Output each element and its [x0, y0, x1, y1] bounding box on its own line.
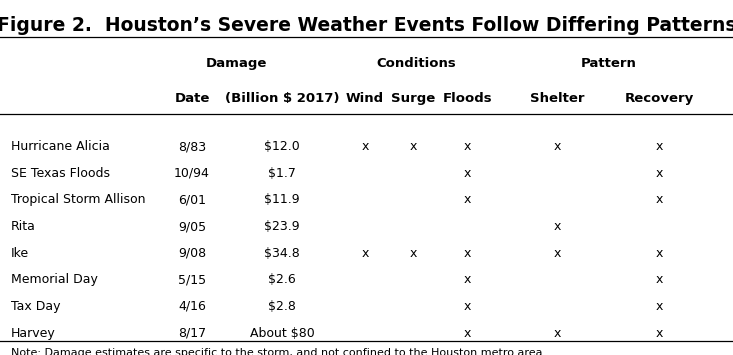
Text: Tax Day: Tax Day [11, 300, 61, 313]
Text: x: x [464, 193, 471, 207]
Text: x: x [553, 247, 561, 260]
Text: Pattern: Pattern [581, 57, 636, 70]
Text: Recovery: Recovery [625, 92, 694, 105]
Text: x: x [464, 300, 471, 313]
Text: x: x [656, 193, 663, 207]
Text: $12.0: $12.0 [265, 140, 300, 153]
Text: x: x [464, 167, 471, 180]
Text: 9/08: 9/08 [178, 247, 206, 260]
Text: Memorial Day: Memorial Day [11, 273, 98, 286]
Text: Floods: Floods [443, 92, 493, 105]
Text: Tropical Storm Allison: Tropical Storm Allison [11, 193, 145, 207]
Text: x: x [464, 247, 471, 260]
Text: Date: Date [174, 92, 210, 105]
Text: $2.8: $2.8 [268, 300, 296, 313]
Text: x: x [410, 247, 417, 260]
Text: x: x [464, 327, 471, 340]
Text: Hurricane Alicia: Hurricane Alicia [11, 140, 110, 153]
Text: Surge: Surge [391, 92, 435, 105]
Text: 8/83: 8/83 [178, 140, 206, 153]
Text: Shelter: Shelter [530, 92, 584, 105]
Text: (Billion $ 2017): (Billion $ 2017) [225, 92, 339, 105]
Text: x: x [553, 327, 561, 340]
Text: About $80: About $80 [250, 327, 314, 340]
Text: $11.9: $11.9 [265, 193, 300, 207]
Text: $2.6: $2.6 [268, 273, 296, 286]
Text: 8/17: 8/17 [178, 327, 206, 340]
Text: Note: Damage estimates are specific to the storm, and not confined to the Housto: Note: Damage estimates are specific to t… [11, 348, 542, 355]
Text: x: x [656, 140, 663, 153]
Text: x: x [361, 140, 369, 153]
Text: $23.9: $23.9 [265, 220, 300, 233]
Text: $1.7: $1.7 [268, 167, 296, 180]
Text: x: x [656, 167, 663, 180]
Text: Damage: Damage [206, 57, 268, 70]
Text: Harvey: Harvey [11, 327, 56, 340]
Text: $34.8: $34.8 [265, 247, 300, 260]
Text: 6/01: 6/01 [178, 193, 206, 207]
Text: x: x [361, 247, 369, 260]
Text: x: x [656, 327, 663, 340]
Text: x: x [656, 247, 663, 260]
Text: SE Texas Floods: SE Texas Floods [11, 167, 110, 180]
Text: 5/15: 5/15 [178, 273, 206, 286]
Text: x: x [464, 273, 471, 286]
Text: Rita: Rita [11, 220, 36, 233]
Text: x: x [553, 140, 561, 153]
Text: 10/94: 10/94 [174, 167, 210, 180]
Text: 9/05: 9/05 [178, 220, 206, 233]
Text: Wind: Wind [346, 92, 384, 105]
Text: x: x [656, 300, 663, 313]
Text: x: x [464, 140, 471, 153]
Text: x: x [656, 273, 663, 286]
Text: x: x [410, 140, 417, 153]
Text: Ike: Ike [11, 247, 29, 260]
Text: Conditions: Conditions [377, 57, 456, 70]
Text: x: x [553, 220, 561, 233]
Text: 4/16: 4/16 [178, 300, 206, 313]
Text: Figure 2.  Houston’s Severe Weather Events Follow Differing Patterns: Figure 2. Houston’s Severe Weather Event… [0, 16, 733, 35]
